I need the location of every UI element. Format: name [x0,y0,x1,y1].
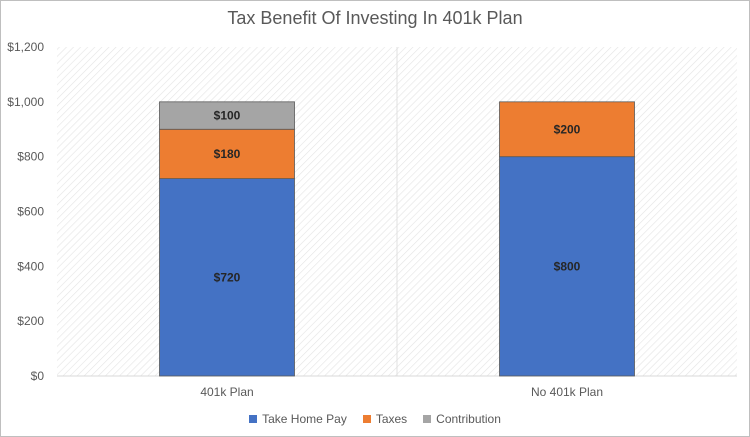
bar-value-label: $720 [214,270,241,284]
chart-title: Tax Benefit Of Investing In 401k Plan [227,8,523,28]
y-tick-label: $1,200 [7,40,44,54]
x-tick-label: No 401k Plan [531,385,603,399]
y-tick-label: $400 [17,259,44,273]
legend-label: Taxes [375,412,408,426]
legend-swatch [249,415,258,423]
bar-value-label: $800 [554,259,581,273]
legend: Take Home Pay Taxes Contribution [0,412,750,426]
y-tick-label: $0 [31,369,45,383]
bar-segment [159,128,295,179]
legend-label: Take Home Pay [262,412,347,426]
bar-segment [159,178,295,377]
bar-segment [499,156,635,377]
y-tick-label: $600 [17,205,44,219]
legend-item: Taxes [362,412,408,426]
x-tick-label: 401k Plan [200,385,253,399]
bar-segment [159,101,295,130]
legend-label: Contribution [436,412,501,426]
legend-item: Take Home Pay [249,412,347,426]
legend-swatch [362,415,371,423]
legend-swatch [423,415,432,423]
y-tick-label: $1,000 [7,95,44,109]
bar-value-label: $180 [214,147,241,161]
legend-item: Contribution [423,412,501,426]
y-tick-label: $800 [17,150,44,164]
bar-value-label: $200 [554,122,581,136]
bar-value-label: $100 [214,109,241,123]
y-tick-label: $200 [17,314,44,328]
bar-segment [499,101,635,158]
